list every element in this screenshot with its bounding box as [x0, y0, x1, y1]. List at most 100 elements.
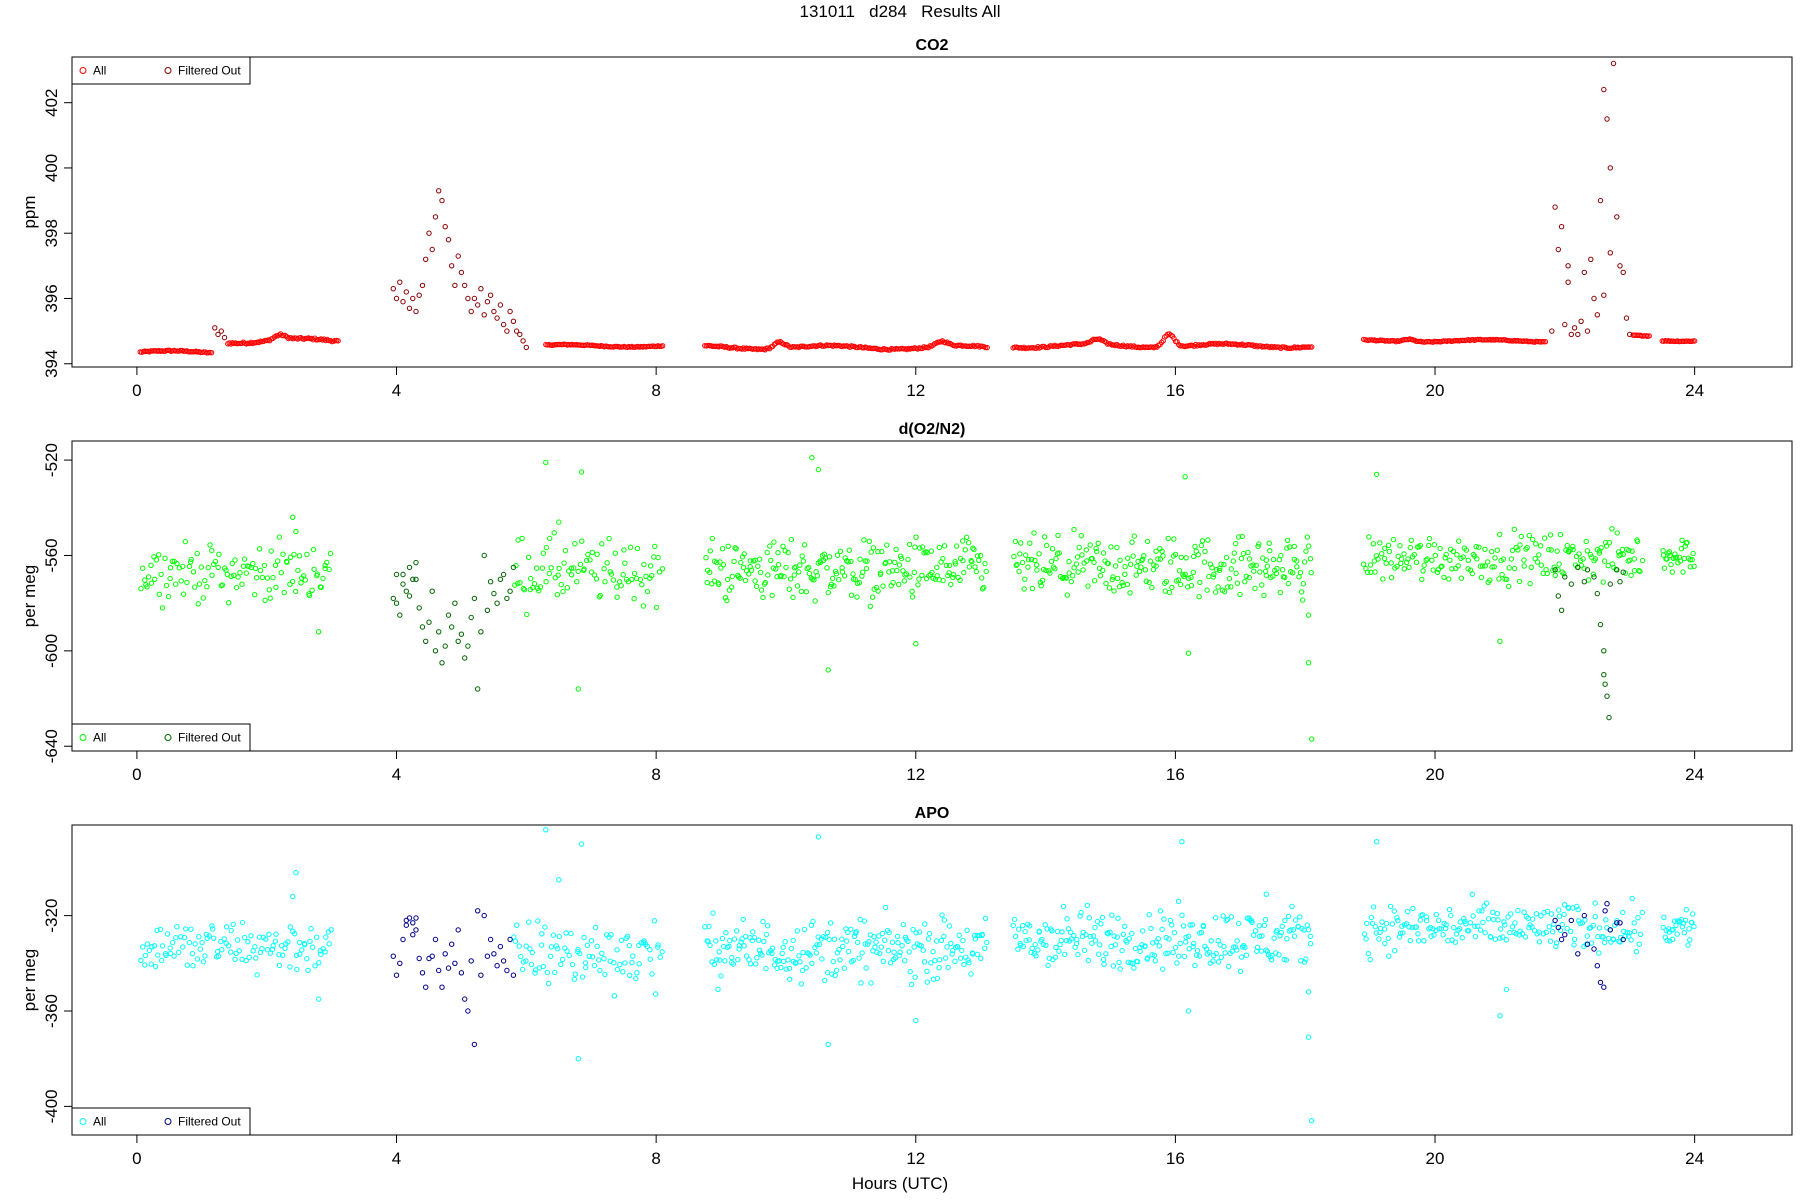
apo-point-all	[159, 943, 166, 949]
o2-point-all	[867, 603, 873, 609]
o2-point-all	[1133, 572, 1139, 578]
apo-point-all	[1032, 941, 1038, 948]
o2-point-all	[981, 584, 987, 591]
o2-point-all	[209, 572, 215, 578]
x-axis-label: Hours (UTC)	[851, 1174, 949, 1193]
o2-point-all	[174, 560, 180, 567]
apo-point-all	[1440, 932, 1446, 938]
o2-point-all	[1270, 556, 1277, 563]
apo-point-all	[1277, 933, 1283, 939]
co2-point-filtered	[462, 282, 468, 289]
o2-point-all	[1087, 542, 1093, 548]
co2-point-filtered	[1575, 331, 1581, 338]
apo-point-all	[1531, 927, 1538, 934]
apo-point-all	[1610, 936, 1617, 943]
o2-point-filtered	[1607, 581, 1614, 587]
o2-point-all	[205, 565, 211, 571]
apo-point-all	[1179, 839, 1185, 845]
o2-point-filtered	[494, 600, 500, 606]
o2-point-all	[640, 603, 647, 609]
o2-point-all	[775, 562, 782, 568]
apo-point-all	[1485, 916, 1492, 922]
o2-point-all	[1375, 556, 1381, 562]
apo-point-all	[1494, 911, 1501, 917]
o2-point-all	[655, 554, 661, 561]
apo-point-all	[622, 960, 628, 966]
o2-point-all	[1691, 563, 1697, 569]
o2-point-all	[631, 570, 638, 577]
apo-point-all	[799, 967, 806, 974]
o2-point-filtered	[449, 624, 455, 630]
co2-y-tick-label: 394	[42, 350, 61, 378]
o2-point-all	[1160, 553, 1166, 559]
apo-point-all	[1081, 947, 1088, 954]
apo-point-all	[1467, 920, 1474, 926]
o2-point-filtered	[1575, 564, 1581, 571]
co2-point-filtered	[1562, 321, 1568, 328]
o2-point-filtered	[491, 590, 497, 597]
apo-point-all	[1679, 924, 1686, 930]
co2-point-filtered	[452, 282, 458, 289]
apo-point-all	[1603, 917, 1609, 923]
apo-point-all	[1288, 927, 1294, 933]
o2-point-all	[1390, 536, 1397, 543]
o2-point-all	[1284, 545, 1290, 551]
o2-point-all	[1297, 569, 1304, 576]
apo-y-tick-label: -360	[42, 994, 61, 1028]
o2-point-all	[1437, 545, 1443, 552]
apo-point-all	[1171, 930, 1178, 936]
co2-point-all	[1191, 343, 1197, 349]
apo-point-all	[938, 937, 945, 944]
o2-point-all	[1257, 569, 1263, 575]
apo-point-all	[771, 962, 778, 968]
apo-point-all	[1122, 923, 1128, 929]
o2-point-all	[593, 576, 600, 582]
o2-point-all	[1270, 573, 1276, 579]
apo-point-all	[259, 946, 265, 952]
apo-point-all	[287, 964, 293, 970]
apo-point-filtered	[465, 1008, 471, 1014]
apo-point-all	[1685, 942, 1691, 948]
apo-point-all	[1477, 927, 1484, 933]
apo-point-all	[829, 971, 835, 977]
o2-point-all	[714, 559, 720, 566]
apo-point-all	[1243, 952, 1250, 958]
o2-point-all	[1131, 533, 1138, 539]
apo-point-all	[1469, 891, 1476, 898]
o2-point-all	[1631, 568, 1638, 574]
o2-point-all	[724, 597, 730, 604]
apo-point-all	[1431, 932, 1437, 938]
apo-point-all	[309, 944, 316, 950]
o2-point-all	[1242, 579, 1248, 585]
o2-point-all	[1454, 552, 1460, 558]
apo-legend-marker-all	[79, 1118, 87, 1125]
apo-point-filtered	[442, 951, 448, 957]
o2-point-filtered	[410, 576, 416, 582]
o2-point-all	[1182, 474, 1188, 480]
o2-point-all	[765, 572, 771, 578]
apo-point-all	[949, 951, 955, 957]
o2-point-all	[976, 557, 982, 563]
apo-point-all	[853, 929, 859, 935]
apo-point-filtered	[432, 936, 439, 943]
o2-point-all	[314, 571, 320, 577]
apo-point-all	[196, 934, 202, 940]
apo-point-all	[1574, 903, 1580, 910]
apo-point-all	[1090, 933, 1097, 939]
o2-point-all	[1019, 559, 1026, 566]
o2-point-all	[1060, 574, 1067, 581]
apo-point-all	[1132, 945, 1139, 952]
o2-point-all	[732, 545, 738, 551]
o2-point-all	[520, 585, 527, 592]
o2-point-all	[946, 562, 953, 569]
o2-point-all	[1108, 544, 1114, 550]
co2-point-filtered	[400, 299, 406, 305]
o2-point-all	[1238, 555, 1245, 562]
o2-point-all	[1411, 552, 1418, 558]
o2-point-all	[1290, 570, 1296, 576]
apo-point-all	[1223, 917, 1229, 924]
apo-point-all	[948, 940, 954, 947]
apo-point-all	[891, 949, 897, 955]
apo-point-all	[1369, 920, 1376, 927]
apo-point-all	[542, 924, 548, 930]
